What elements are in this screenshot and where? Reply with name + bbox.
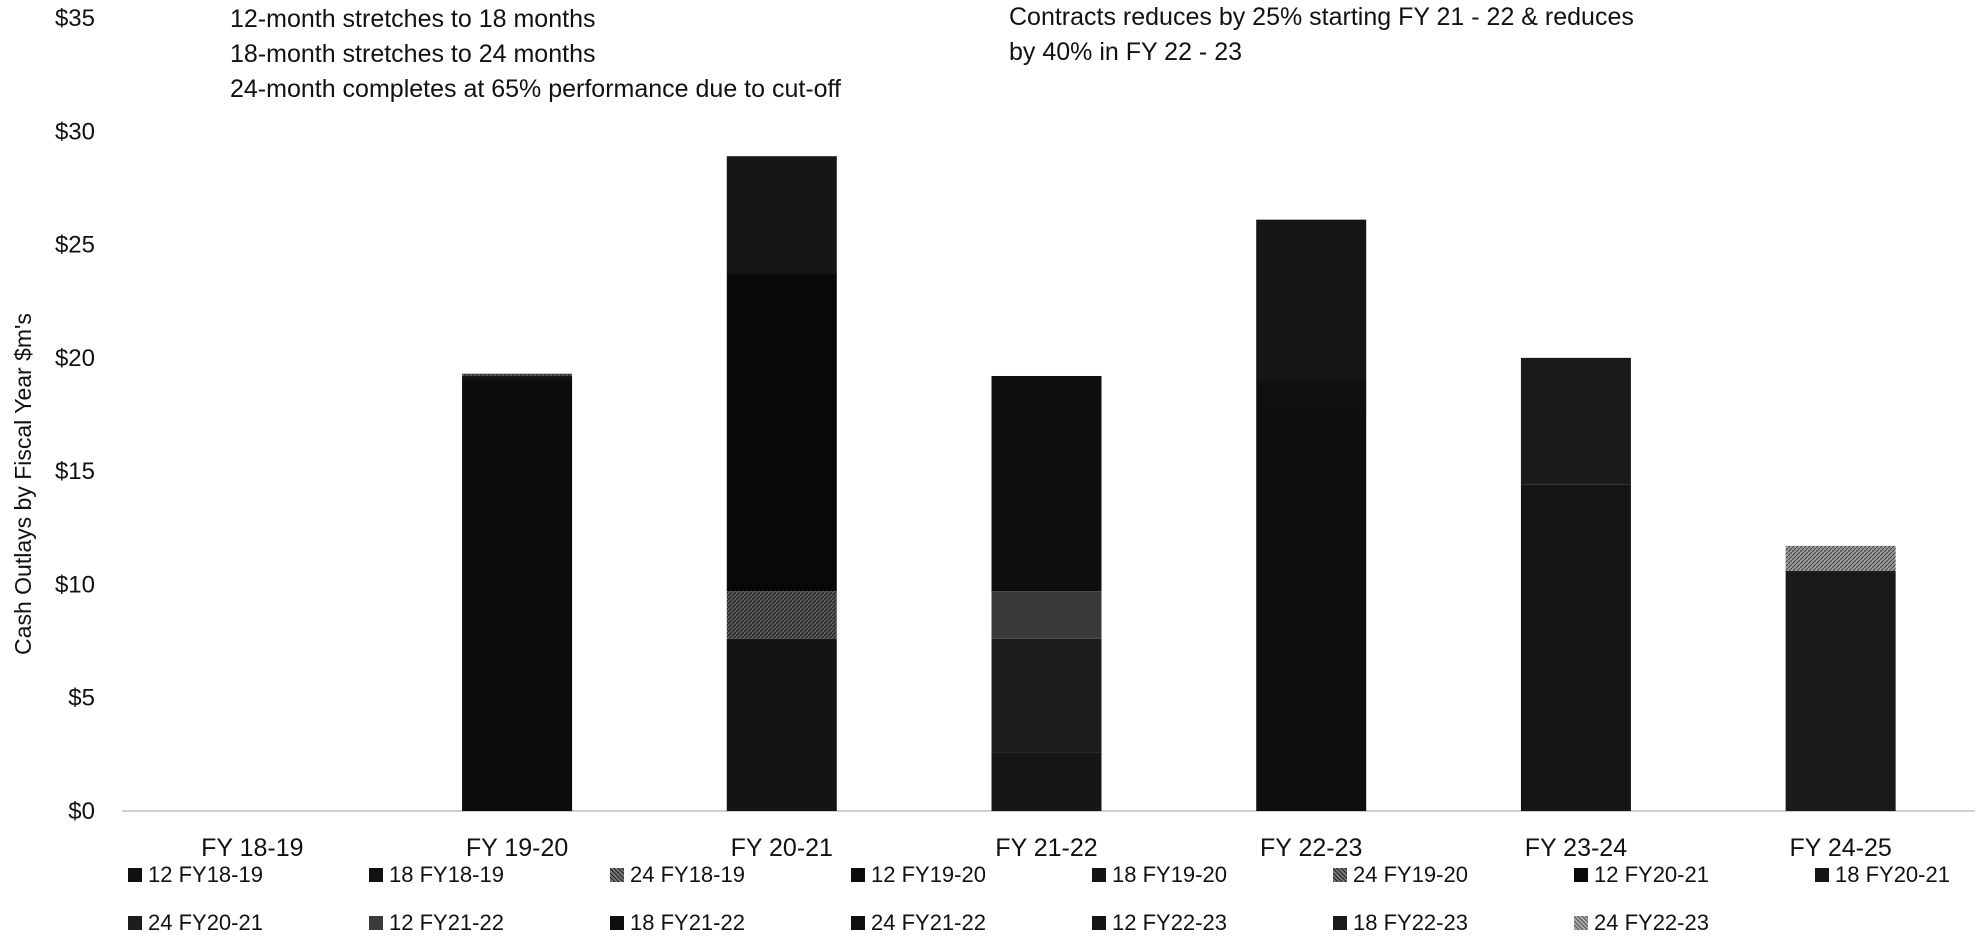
legend-item: 12 FY22-23 [1092, 910, 1333, 936]
bar-segment [726, 274, 837, 592]
bar-segment [726, 591, 837, 639]
legend-item: 24 FY22-23 [1574, 910, 1815, 936]
y-tick-label: $15 [55, 458, 95, 485]
legend-item: 18 FY21-22 [610, 910, 851, 936]
legend-label: 12 FY21-22 [389, 910, 504, 935]
annotation-right-line: Contracts reduces by 25% starting FY 21 … [1009, 3, 1634, 31]
legend-swatch [1333, 916, 1347, 930]
legend-swatch [1574, 868, 1588, 882]
legend-item: 24 FY21-22 [851, 910, 1092, 936]
legend-swatch [1815, 868, 1829, 882]
legend-label: 12 FY18-19 [148, 862, 263, 887]
bar-segment [991, 752, 1102, 811]
y-tick-label: $5 [68, 685, 95, 712]
y-axis: $0 $5 $10 $15 $20 $25 $30 $35 [55, 5, 95, 825]
annotation-left-line: 12-month stretches to 18 months [230, 5, 596, 33]
bar-segment [462, 380, 573, 811]
bar-segment [726, 638, 837, 811]
bar-segment [991, 591, 1102, 639]
legend-item: 24 FY18-19 [610, 862, 851, 888]
bar-segment [991, 638, 1102, 753]
annotation-left: 12-month stretches to 18 months 18-month… [230, 2, 841, 107]
legend-swatch [369, 868, 383, 882]
annotation-left-line: 18-month stretches to 24 months [230, 40, 596, 68]
annotation-right-line: by 40% in FY 22 - 23 [1009, 38, 1243, 66]
legend-label: 18 FY21-22 [630, 910, 745, 935]
legend-label: 24 FY18-19 [630, 862, 745, 887]
legend-label: 18 FY20-21 [1835, 862, 1950, 887]
legend-item: 12 FY19-20 [851, 862, 1092, 888]
legend-item: 18 FY18-19 [369, 862, 610, 888]
x-tick-label: FY 19-20 [466, 834, 568, 862]
x-axis: FY 18-19 FY 19-20 FY 20-21 FY 21-22 FY 22-23… [201, 834, 1892, 862]
bar-segment [1256, 219, 1367, 381]
bar-segment [991, 375, 1102, 592]
legend-item: 18 FY20-21 [1815, 862, 1978, 888]
legend-label: 24 FY20-21 [148, 910, 263, 935]
annotation-left-line: 24-month completes at 65% performance du… [230, 75, 841, 103]
legend-swatch [610, 868, 624, 882]
y-tick-label: $35 [55, 5, 95, 32]
x-tick-label: FY 23-24 [1525, 834, 1627, 862]
legend-item: 12 FY21-22 [369, 910, 610, 936]
bar-segment [462, 373, 573, 376]
y-tick-label: $30 [55, 118, 95, 145]
legend-swatch [128, 916, 142, 930]
y-tick-label: $20 [55, 345, 95, 372]
legend-swatch [128, 868, 142, 882]
legend-swatch [1092, 916, 1106, 930]
y-tick-label: $25 [55, 232, 95, 259]
legend-swatch [1574, 916, 1588, 930]
legend-label: 18 FY22-23 [1353, 910, 1468, 935]
legend-swatch [1333, 868, 1347, 882]
legend-item: 24 FY20-21 [128, 910, 369, 936]
legend-swatch [851, 916, 865, 930]
legend-swatch [1092, 868, 1106, 882]
legend-item: 24 FY19-20 [1333, 862, 1574, 888]
legend-item: 12 FY18-19 [128, 862, 369, 888]
legend-label: 24 FY19-20 [1353, 862, 1468, 887]
legend-label: 24 FY22-23 [1594, 910, 1709, 935]
x-tick-label: FY 22-23 [1260, 834, 1362, 862]
bar-segment [1785, 545, 1896, 571]
bar-segment [1256, 380, 1367, 415]
bar-segment [1256, 414, 1367, 811]
legend-label: 24 FY21-22 [871, 910, 986, 935]
legend-label: 18 FY18-19 [389, 862, 504, 887]
x-tick-label: FY 18-19 [201, 834, 303, 862]
bars [462, 156, 1896, 811]
legend-item: 18 FY22-23 [1333, 910, 1574, 936]
legend-label: 12 FY19-20 [871, 862, 986, 887]
bar-segment [726, 156, 837, 275]
legend: 12 FY18-19 18 FY18-19 24 FY18-19 12 FY19-20… [128, 862, 1968, 936]
bar-segment [1520, 357, 1631, 485]
bar-segment [462, 375, 573, 381]
x-tick-label: FY 21-22 [995, 834, 1097, 862]
y-axis-title: Cash Outlays by Fiscal Year $m's [10, 313, 36, 655]
annotation-right: Contracts reduces by 25% starting FY 21 … [1009, 0, 1634, 70]
legend-label: 18 FY19-20 [1112, 862, 1227, 887]
legend-item: 18 FY19-20 [1092, 862, 1333, 888]
bar-segment [1520, 484, 1631, 811]
x-tick-label: FY 24-25 [1789, 834, 1891, 862]
legend-swatch [851, 868, 865, 882]
legend-swatch [610, 916, 624, 930]
legend-swatch [369, 916, 383, 930]
legend-label: 12 FY22-23 [1112, 910, 1227, 935]
y-tick-label: $10 [55, 571, 95, 598]
x-tick-label: FY 20-21 [731, 834, 833, 862]
bar-segment [1785, 570, 1896, 811]
legend-label: 12 FY20-21 [1594, 862, 1709, 887]
legend-item: 12 FY20-21 [1574, 862, 1815, 888]
y-tick-label: $0 [68, 798, 95, 825]
